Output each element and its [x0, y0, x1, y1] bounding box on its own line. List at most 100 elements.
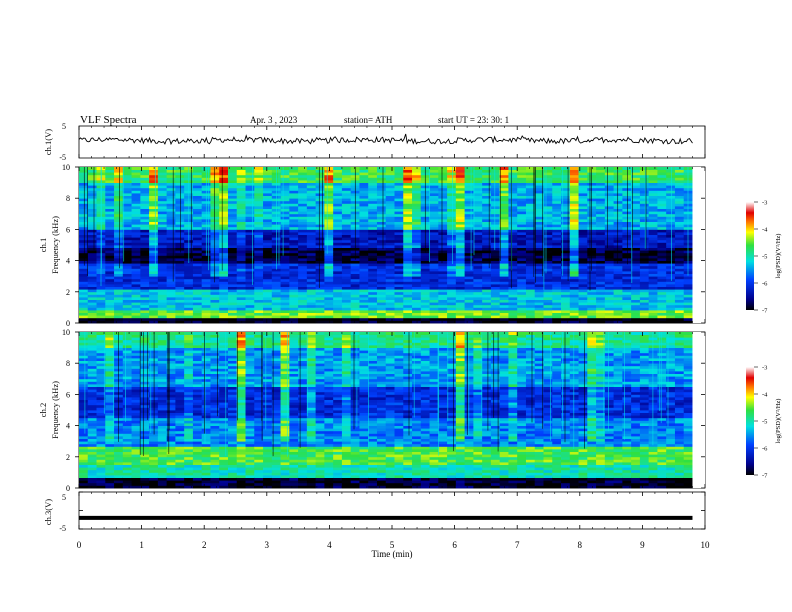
- spectrogram-cell: [157, 289, 168, 293]
- spectrogram-cell: [648, 271, 658, 274]
- spectrogram-cell: [87, 304, 97, 308]
- spectrogram-cell: [298, 271, 308, 274]
- spectrogram-cell: [87, 417, 97, 421]
- spectrogram-cell: [341, 273, 352, 277]
- spectrogram-cell: [683, 284, 693, 287]
- spectrogram-cell: [350, 304, 360, 308]
- spectrogram-cell: [96, 371, 106, 374]
- spectrogram-cell: [87, 459, 97, 463]
- spectrogram-cell: [403, 281, 413, 285]
- spectrogram-cell: [175, 177, 185, 181]
- spectrogram-cell: [236, 180, 246, 183]
- spectrogram-cell: [552, 297, 562, 300]
- spectrogram-cell: [569, 258, 579, 261]
- spectrogram-cell: [96, 428, 106, 432]
- spectrogram-cell: [368, 289, 378, 293]
- spectrogram-cell: [376, 177, 387, 181]
- spectrogram-cell: [166, 294, 176, 298]
- spectrogram-cell: [403, 219, 413, 222]
- spectrogram-cell: [122, 234, 132, 238]
- spectrogram-cell: [333, 315, 343, 319]
- spectrogram-cell: [131, 206, 141, 209]
- spectrogram-cell: [210, 297, 220, 300]
- spectrogram-cell: [368, 232, 378, 235]
- spectrogram-cell: [96, 462, 106, 465]
- spectrogram-cell: [552, 304, 562, 308]
- spectrogram-cell: [315, 180, 325, 183]
- spectrogram-cell: [394, 286, 404, 290]
- spectrogram-cell: [306, 271, 317, 274]
- spectrogram-cell: [447, 265, 457, 269]
- spectrogram-cell: [245, 255, 255, 259]
- spectrogram-cell: [525, 310, 536, 313]
- spectrogram-cell: [289, 237, 299, 241]
- spectrogram-cell: [508, 255, 518, 259]
- spectrogram-cell: [166, 203, 176, 207]
- spectrogram-cell: [122, 273, 132, 277]
- spectrogram-cell: [525, 278, 536, 282]
- spectrogram-cell: [79, 195, 89, 199]
- spectrogram-cell: [613, 284, 623, 287]
- spectrogram-cell: [289, 299, 299, 303]
- spectrogram-cell: [622, 247, 632, 251]
- spectrogram-cell: [105, 174, 115, 178]
- spectrogram-cell: [394, 250, 404, 254]
- spectrogram-cell: [657, 172, 667, 176]
- spectrogram-cell: [289, 232, 299, 235]
- spectrogram-cell: [192, 289, 203, 293]
- spectrogram-cell: [87, 213, 97, 217]
- spectrogram-cell: [157, 229, 168, 233]
- spectrogram-cell: [140, 464, 150, 468]
- spectrogram-cell: [429, 177, 439, 181]
- spectrogram-cell: [683, 312, 693, 316]
- spectrogram-cell: [245, 234, 255, 238]
- spectrogram-cell: [412, 190, 422, 194]
- spectrogram-cell: [412, 278, 422, 282]
- spectrogram-cell: [140, 260, 150, 264]
- spectrogram-cell: [192, 242, 203, 246]
- spectrogram-cell: [543, 200, 553, 204]
- spectrogram-cell: [569, 167, 579, 170]
- spectrogram-cell: [499, 216, 509, 220]
- spectrogram-cell: [341, 310, 352, 313]
- spectrogram-cell: [552, 307, 562, 311]
- spectrogram-cell: [490, 258, 501, 261]
- spectrogram-cell: [236, 203, 246, 207]
- spectrogram-cell: [578, 219, 588, 222]
- spectrogram-cell: [192, 226, 203, 230]
- spectrogram-cell: [175, 286, 185, 290]
- spectrogram-cell: [447, 169, 457, 173]
- spectrogram-cell: [657, 317, 667, 321]
- spectrogram-cell: [394, 312, 404, 316]
- spectrogram-cell: [79, 286, 89, 290]
- spectrogram-cell: [359, 187, 369, 191]
- spectrogram-cell: [324, 284, 334, 287]
- spectrogram-cell: [149, 177, 159, 181]
- spectrogram-cell: [298, 203, 308, 207]
- spectrogram-cell: [473, 299, 483, 303]
- spectrogram-cell: [420, 307, 430, 311]
- spectrogram-cell: [79, 459, 89, 463]
- spectrogram-cell: [420, 299, 430, 303]
- spectrogram-cell: [149, 260, 159, 264]
- spectrogram-cell: [140, 467, 150, 471]
- spectrogram-cell: [534, 185, 544, 189]
- spectrogram-cell: [131, 482, 141, 486]
- spectrogram-cell: [482, 185, 492, 189]
- spectrogram-cell: [657, 265, 667, 269]
- spectrogram-cell: [561, 185, 571, 189]
- spectrogram-cell: [587, 297, 597, 300]
- spectrogram-cell: [403, 226, 413, 230]
- spectrogram-cell: [368, 302, 378, 306]
- spectrogram-cell: [306, 226, 317, 230]
- spectrogram-cell: [569, 187, 579, 191]
- spectrogram-cell: [350, 260, 360, 264]
- spectrogram-cell: [403, 297, 413, 300]
- spectrogram-cell: [604, 208, 614, 212]
- spectrogram-cell: [473, 169, 483, 173]
- spectrogram-cell: [341, 206, 352, 209]
- spectrogram-cell: [324, 174, 334, 178]
- spectrogram-cell: [166, 312, 176, 316]
- spectrogram-cell: [263, 250, 273, 254]
- spectrogram-cell: [403, 278, 413, 282]
